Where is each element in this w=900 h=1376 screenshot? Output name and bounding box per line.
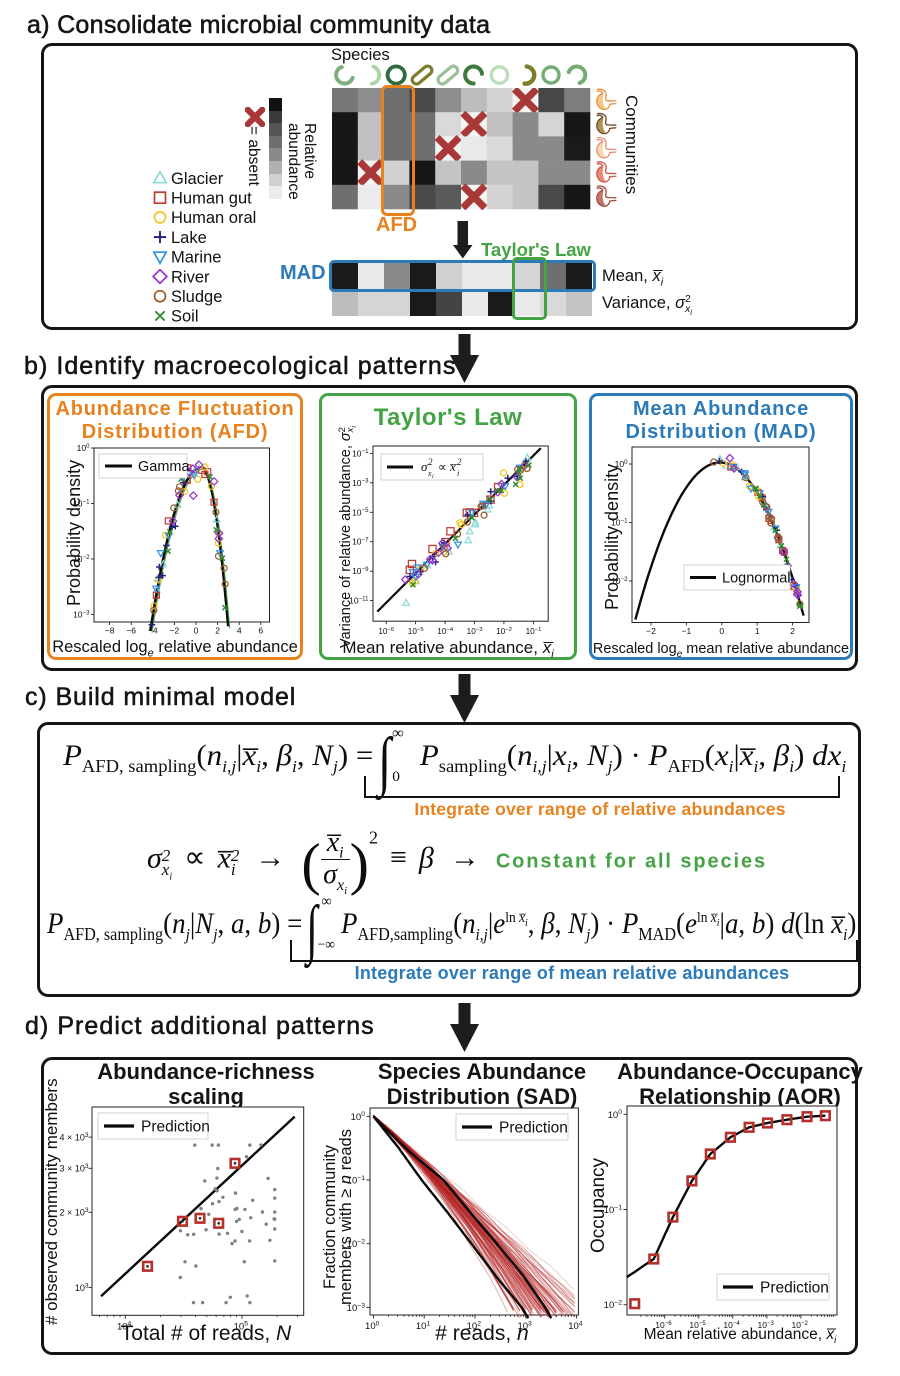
svg-text:10−7: 10−7 — [352, 536, 369, 546]
svg-text:104: 104 — [117, 1320, 132, 1332]
svg-text:Soil: Soil — [171, 308, 199, 326]
svg-text:10−9: 10−9 — [352, 566, 369, 576]
svg-text:104: 104 — [569, 1320, 584, 1332]
svg-text:10−3: 10−3 — [73, 609, 90, 619]
svg-text:−8: −8 — [104, 626, 114, 636]
svg-text:Glacier: Glacier — [171, 170, 224, 188]
svg-text:Sludge: Sludge — [171, 288, 222, 306]
svg-text:4 × 103: 4 × 103 — [60, 1132, 89, 1142]
svg-text:10−2: 10−2 — [611, 576, 628, 586]
svg-text:4: 4 — [236, 626, 241, 636]
svg-text:River: River — [171, 268, 210, 286]
svg-text:10−2: 10−2 — [496, 627, 512, 636]
svg-text:0: 0 — [193, 626, 198, 636]
svg-text:10−2: 10−2 — [347, 1239, 366, 1251]
svg-text:103: 103 — [75, 1282, 89, 1292]
svg-text:Lognormal: Lognormal — [722, 571, 791, 587]
svg-text:10−1: 10−1 — [73, 498, 90, 508]
svg-text:10−5: 10−5 — [689, 1320, 706, 1330]
svg-text:10−3: 10−3 — [757, 1320, 774, 1330]
svg-text:101: 101 — [416, 1320, 431, 1332]
svg-text:−1: −1 — [682, 626, 692, 636]
svg-text:10−1: 10−1 — [526, 627, 542, 636]
svg-text:Human gut: Human gut — [171, 190, 252, 208]
svg-text:102: 102 — [467, 1320, 482, 1332]
svg-text:10−2: 10−2 — [791, 1320, 808, 1330]
svg-text:−2: −2 — [169, 626, 179, 636]
svg-text:100: 100 — [608, 1109, 623, 1121]
svg-text:3 × 103: 3 × 103 — [60, 1163, 89, 1173]
svg-text:10−3: 10−3 — [467, 627, 484, 636]
svg-text:−4: −4 — [147, 626, 157, 636]
svg-text:Marine: Marine — [171, 249, 221, 267]
svg-text:10−11: 10−11 — [349, 595, 369, 605]
svg-text:105: 105 — [234, 1320, 249, 1332]
svg-text:−6: −6 — [126, 626, 136, 636]
svg-text:100: 100 — [351, 1111, 366, 1123]
svg-text:10−2: 10−2 — [73, 554, 90, 564]
svg-text:2: 2 — [215, 626, 220, 636]
svg-text:10−6: 10−6 — [379, 627, 396, 636]
svg-text:0: 0 — [719, 626, 724, 636]
svg-text:10−1: 10−1 — [604, 1204, 623, 1216]
svg-text:10−5: 10−5 — [352, 507, 369, 517]
svg-text:−2: −2 — [646, 626, 656, 636]
svg-text:10−5: 10−5 — [408, 627, 425, 636]
svg-text:10−1: 10−1 — [347, 1175, 366, 1187]
svg-text:103: 103 — [518, 1320, 533, 1332]
svg-text:2 × 103: 2 × 103 — [60, 1207, 89, 1217]
svg-text:Prediction: Prediction — [141, 1118, 210, 1135]
svg-text:10−3: 10−3 — [352, 477, 369, 487]
svg-text:10−1: 10−1 — [611, 517, 628, 527]
svg-text:Human oral: Human oral — [171, 209, 256, 227]
svg-text:10−2: 10−2 — [604, 1300, 623, 1312]
svg-text:100: 100 — [615, 459, 628, 469]
svg-text:10−4: 10−4 — [438, 627, 455, 636]
svg-text:1: 1 — [755, 626, 760, 636]
svg-text:Lake: Lake — [171, 229, 207, 247]
svg-text:6: 6 — [258, 626, 263, 636]
svg-text:Gamma: Gamma — [138, 459, 191, 475]
svg-text:100: 100 — [365, 1320, 380, 1332]
svg-text:100: 100 — [76, 443, 89, 453]
svg-text:10−1: 10−1 — [352, 448, 369, 458]
svg-text:10−3: 10−3 — [347, 1302, 366, 1314]
svg-text:10−4: 10−4 — [723, 1320, 740, 1330]
svg-text:Prediction: Prediction — [760, 1280, 829, 1297]
svg-text:Prediction: Prediction — [499, 1120, 568, 1137]
svg-text:10−6: 10−6 — [655, 1320, 672, 1330]
svg-text:2: 2 — [790, 626, 795, 636]
